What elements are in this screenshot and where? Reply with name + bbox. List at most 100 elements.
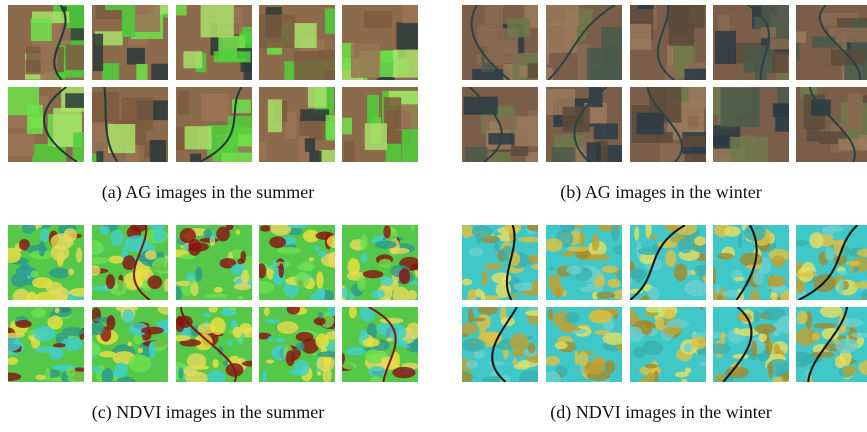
blob: [4, 333, 25, 338]
blob: [628, 269, 647, 279]
field: [687, 116, 699, 127]
blob: [466, 360, 478, 369]
blob: [317, 371, 321, 376]
blob: [203, 229, 212, 238]
blob: [399, 268, 410, 284]
image-tile: [538, 0, 635, 86]
blob: [32, 277, 52, 288]
blob: [634, 227, 639, 241]
blob: [755, 324, 776, 334]
blob: [99, 351, 116, 357]
blob: [406, 322, 420, 339]
blob: [607, 279, 621, 288]
field: [552, 147, 576, 172]
field: [66, 45, 95, 70]
blob: [694, 236, 705, 246]
blob: [264, 307, 270, 316]
blob: [175, 316, 184, 332]
blob: [115, 362, 128, 377]
blob: [468, 247, 483, 256]
image-tile: [545, 307, 627, 385]
field: [319, 150, 343, 185]
blob: [770, 292, 777, 301]
field: [351, 44, 380, 78]
blob: [342, 362, 356, 369]
blob: [580, 364, 584, 374]
blob: [715, 285, 720, 294]
blob: [681, 379, 687, 385]
blob: [774, 344, 781, 355]
blob: [216, 227, 230, 242]
blob: [199, 238, 218, 243]
blob: [654, 370, 659, 387]
blob: [794, 273, 816, 277]
blob: [521, 290, 545, 295]
blob: [184, 366, 198, 377]
blob: [53, 343, 66, 347]
blob: [49, 347, 64, 359]
blob: [519, 370, 542, 387]
blob: [189, 276, 193, 285]
blob: [122, 255, 135, 270]
blob: [316, 271, 323, 289]
blob: [327, 235, 343, 248]
field: [294, 23, 316, 48]
blob: [641, 321, 652, 335]
field: [5, 133, 34, 156]
field: [730, 137, 768, 172]
blob: [646, 306, 662, 313]
blob: [236, 230, 241, 235]
blob: [157, 302, 177, 315]
blob: [106, 315, 115, 330]
field: [364, 11, 392, 28]
image-tile: [707, 80, 809, 173]
blob: [677, 238, 692, 253]
blob: [789, 351, 813, 367]
caption: (b) AG images in the winter: [560, 182, 761, 203]
blob: [64, 228, 78, 241]
blob: [732, 354, 749, 359]
blob: [561, 251, 575, 256]
image-tile: [453, 304, 547, 387]
blob: [87, 344, 100, 356]
blob: [213, 359, 219, 368]
blob: [685, 367, 692, 373]
blob: [183, 245, 189, 250]
blob: [138, 348, 143, 354]
blob: [717, 295, 722, 302]
field: [122, 0, 135, 37]
field: [669, 23, 695, 46]
blob: [147, 275, 162, 288]
image-tile: [787, 305, 867, 387]
blob: [174, 287, 182, 303]
blob: [468, 308, 474, 324]
blob: [663, 327, 680, 335]
field: [386, 144, 401, 162]
figure: (a) AG images in the summer (b) AG image…: [0, 0, 867, 432]
blob: [527, 222, 543, 231]
blob: [100, 226, 110, 235]
field: [848, 94, 863, 128]
blob: [328, 252, 338, 268]
blob: [178, 367, 183, 380]
blob: [318, 312, 324, 318]
image-tile: [538, 218, 629, 300]
blob: [117, 377, 135, 386]
field: [538, 23, 577, 53]
field: [93, 34, 103, 71]
blob: [22, 223, 36, 234]
field: [772, 52, 788, 73]
caption: (c) NDVI images in the summer: [92, 402, 324, 423]
field: [540, 68, 553, 81]
blob: [357, 276, 366, 291]
blob: [210, 317, 226, 335]
blob: [349, 306, 357, 318]
blob: [68, 371, 91, 386]
blob: [44, 368, 50, 382]
blob: [270, 222, 291, 236]
blob: [153, 229, 165, 243]
blob: [360, 305, 375, 322]
blob: [314, 317, 326, 325]
blob: [375, 241, 397, 249]
blob: [460, 323, 478, 335]
